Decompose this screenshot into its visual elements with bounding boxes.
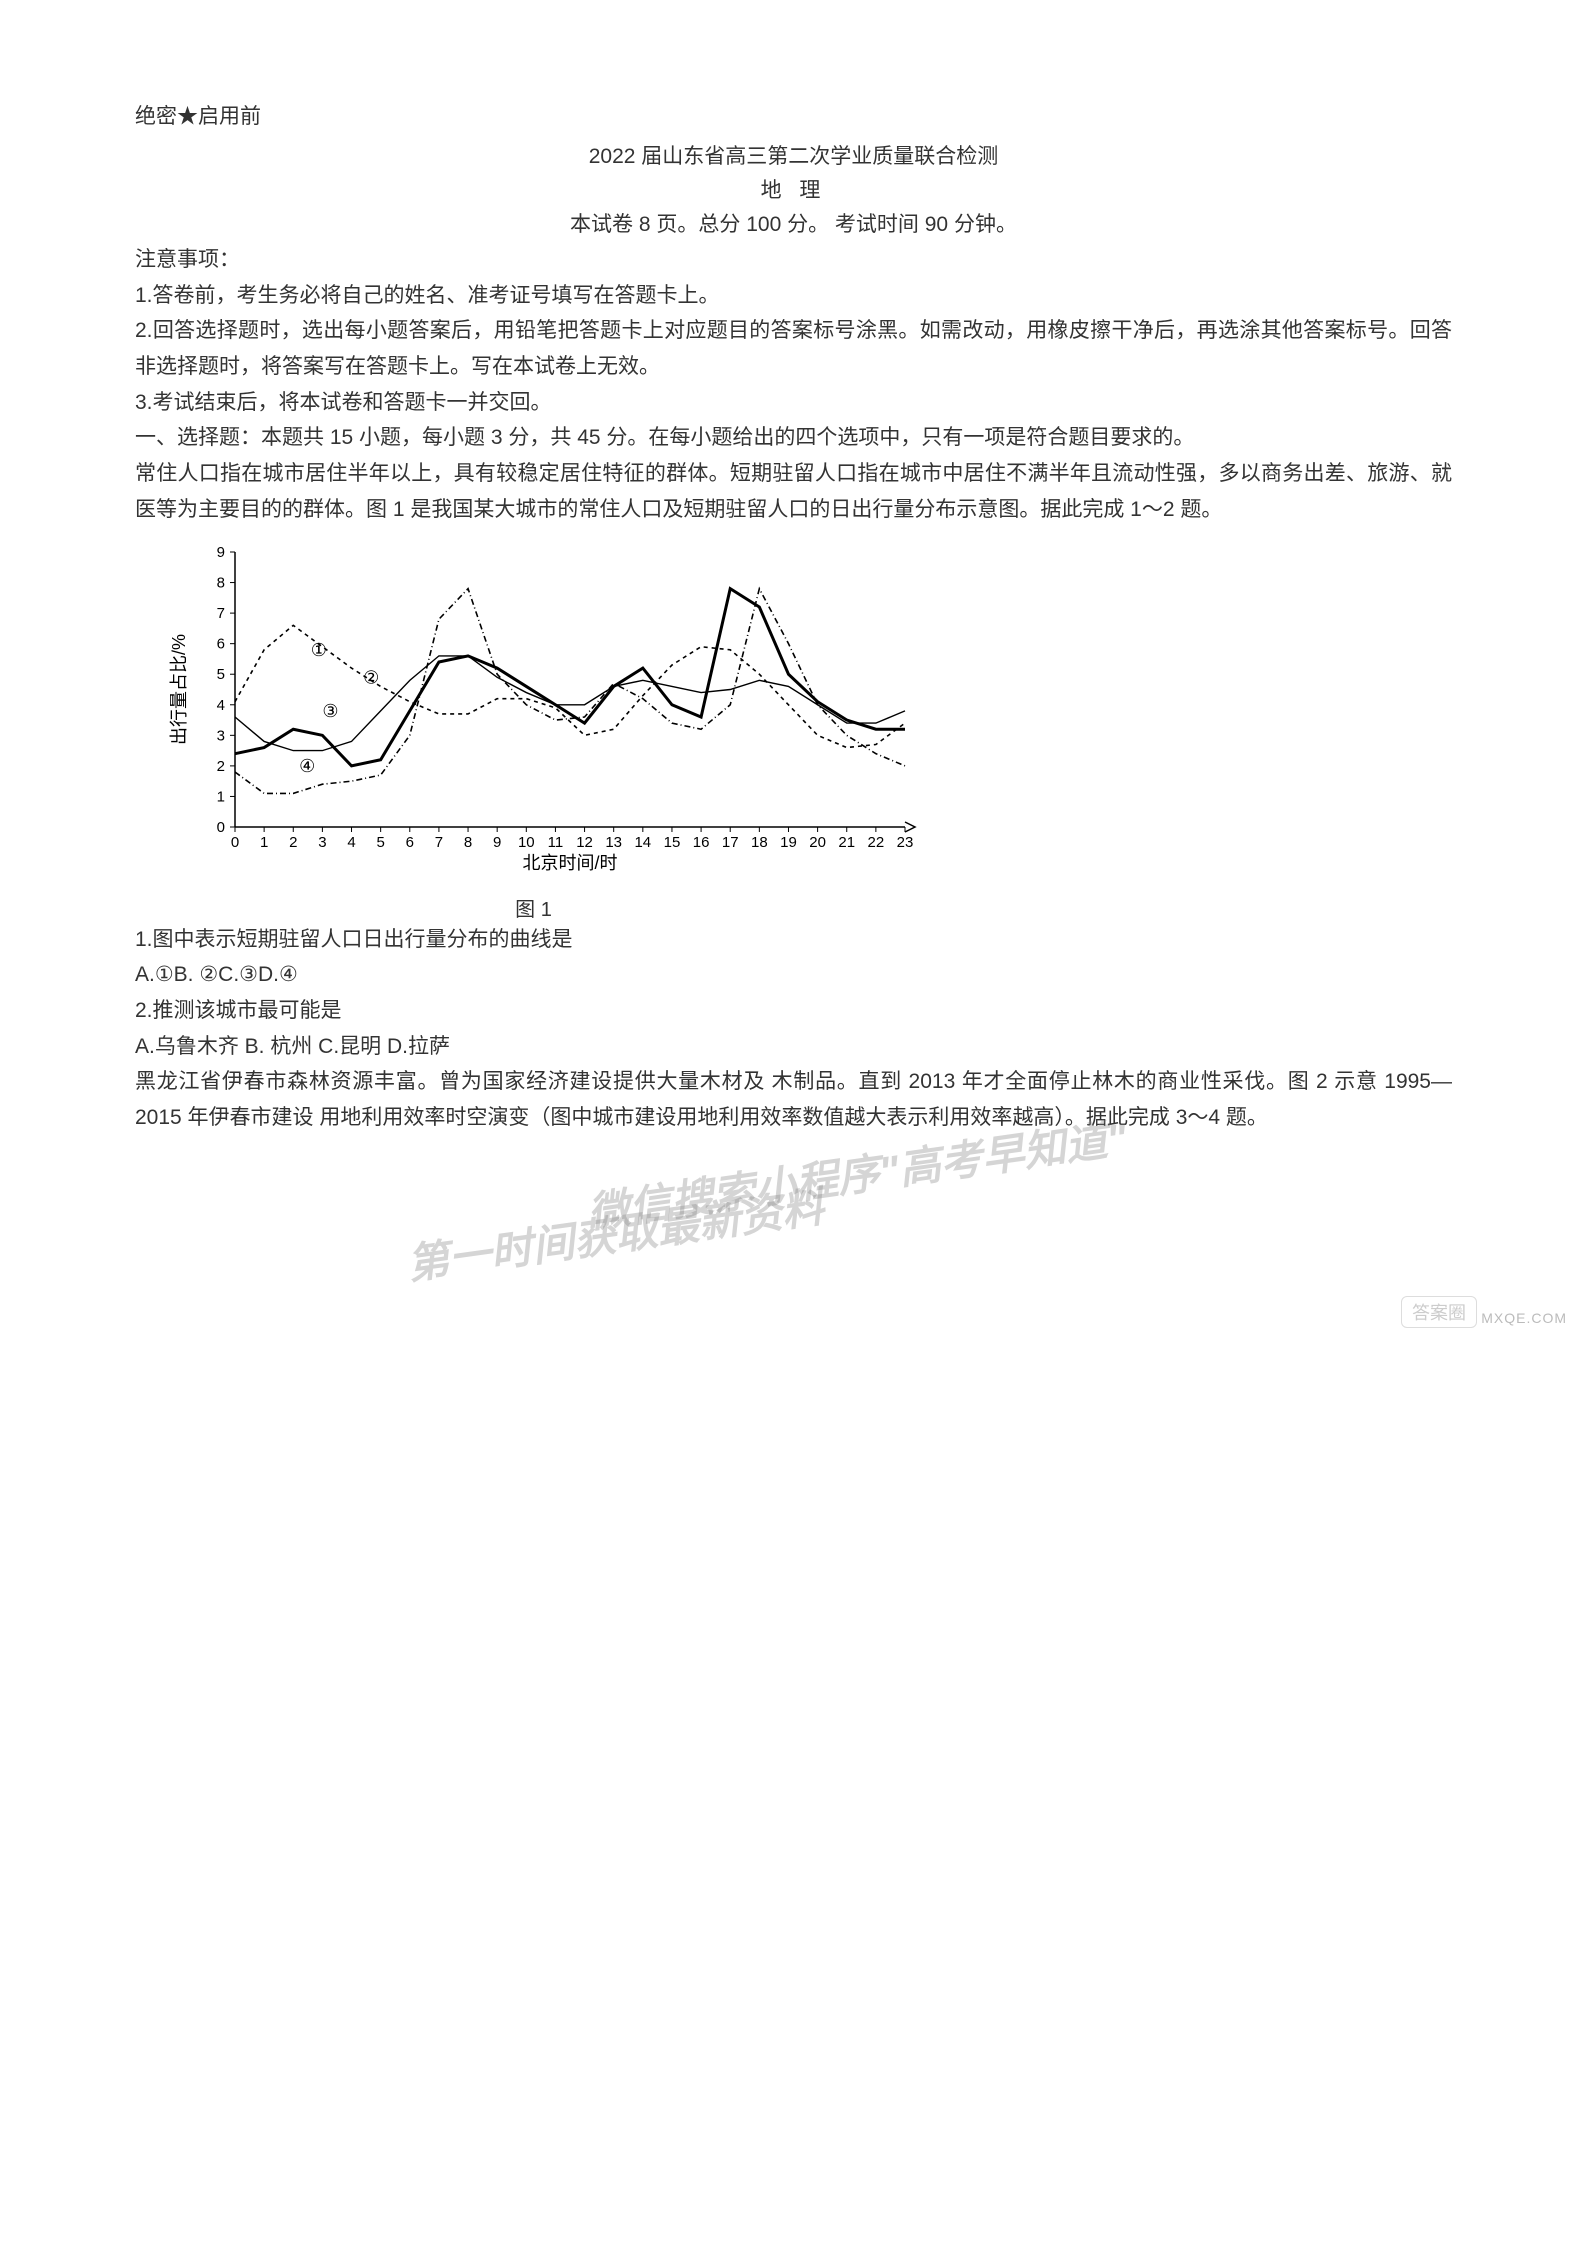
svg-text:8: 8 (217, 574, 225, 591)
svg-text:2: 2 (217, 757, 225, 774)
q2-stem: 2.推测该城市最可能是 (135, 993, 1452, 1029)
svg-text:4: 4 (347, 834, 355, 851)
svg-text:19: 19 (780, 834, 797, 851)
watermark-line-2: 第一时间获取最新资料 (403, 1173, 827, 1292)
svg-text:9: 9 (493, 834, 501, 851)
svg-text:2: 2 (289, 834, 297, 851)
subject-title: 地 理 (135, 174, 1452, 204)
svg-text:③: ③ (322, 701, 338, 721)
q2-options: A.乌鲁木齐 B. 杭州 C.昆明 D.拉萨 (135, 1029, 1452, 1065)
exam-info: 本试卷 8 页。总分 100 分。 考试时间 90 分钟。 (135, 208, 1452, 238)
svg-text:8: 8 (464, 834, 472, 851)
svg-text:④: ④ (299, 756, 315, 776)
svg-text:3: 3 (217, 727, 225, 744)
svg-text:5: 5 (376, 834, 384, 851)
svg-text:6: 6 (406, 834, 414, 851)
svg-text:11: 11 (548, 834, 564, 851)
svg-text:3: 3 (318, 834, 326, 851)
svg-text:9: 9 (217, 544, 225, 561)
section-heading: 一、选择题：本题共 15 小题，每小题 3 分，共 45 分。在每小题给出的四个… (135, 420, 1452, 456)
svg-text:12: 12 (576, 834, 593, 851)
svg-text:4: 4 (217, 696, 225, 713)
svg-text:21: 21 (838, 834, 855, 851)
chart-figure-1: 0123456789012345678910111213141516171819… (165, 542, 1452, 887)
context-2: 黑龙江省伊春市森林资源丰富。曾为国家经济建设提供大量木材及 木制品。直到 201… (135, 1064, 1452, 1135)
svg-text:13: 13 (605, 834, 622, 851)
svg-text:0: 0 (217, 819, 225, 836)
footer-site: MXQE.COM (1481, 1310, 1567, 1326)
svg-text:5: 5 (217, 666, 225, 683)
svg-text:1: 1 (260, 834, 268, 851)
svg-text:20: 20 (809, 834, 826, 851)
svg-text:23: 23 (897, 834, 914, 851)
chart-svg: 0123456789012345678910111213141516171819… (165, 542, 925, 882)
q1-stem: 1.图中表示短期驻留人口日出行量分布的曲线是 (135, 922, 1452, 958)
notice-heading: 注意事项： (135, 242, 1452, 278)
notice-item-2: 2.回答选择题时，选出每小题答案后，用铅笔把答题卡上对应题目的答案标号涂黑。如需… (135, 313, 1452, 384)
svg-text:10: 10 (518, 834, 535, 851)
svg-text:6: 6 (217, 635, 225, 652)
svg-text:出行量占比/%: 出行量占比/% (169, 633, 189, 744)
notice-item-3: 3.考试结束后，将本试卷和答题卡一并交回。 (135, 385, 1452, 421)
chart-caption: 图 1 (0, 893, 1452, 922)
svg-text:7: 7 (435, 834, 443, 851)
svg-text:①: ① (311, 639, 327, 659)
svg-text:17: 17 (722, 834, 739, 851)
q1-options: A.①B. ②C.③D.④ (135, 957, 1452, 993)
svg-text:7: 7 (217, 605, 225, 622)
svg-text:1: 1 (217, 788, 225, 805)
exam-title: 2022 届山东省高三第二次学业质量联合检测 (135, 140, 1452, 170)
svg-text:22: 22 (868, 834, 885, 851)
context-1: 常住人口指在城市居住半年以上，具有较稳定居住特征的群体。短期驻留人口指在城市中居… (135, 456, 1452, 527)
svg-text:16: 16 (693, 834, 710, 851)
svg-text:0: 0 (231, 834, 239, 851)
svg-text:18: 18 (751, 834, 768, 851)
footer-badge: 答案圈 (1401, 1296, 1477, 1328)
notice-item-1: 1.答卷前，考生务必将自己的姓名、准考证号填写在答题卡上。 (135, 278, 1452, 314)
svg-text:北京时间/时: 北京时间/时 (522, 853, 617, 873)
svg-text:15: 15 (664, 834, 681, 851)
confidential-label: 绝密★启用前 (135, 100, 1452, 130)
svg-text:14: 14 (634, 834, 651, 851)
svg-text:②: ② (363, 667, 379, 687)
